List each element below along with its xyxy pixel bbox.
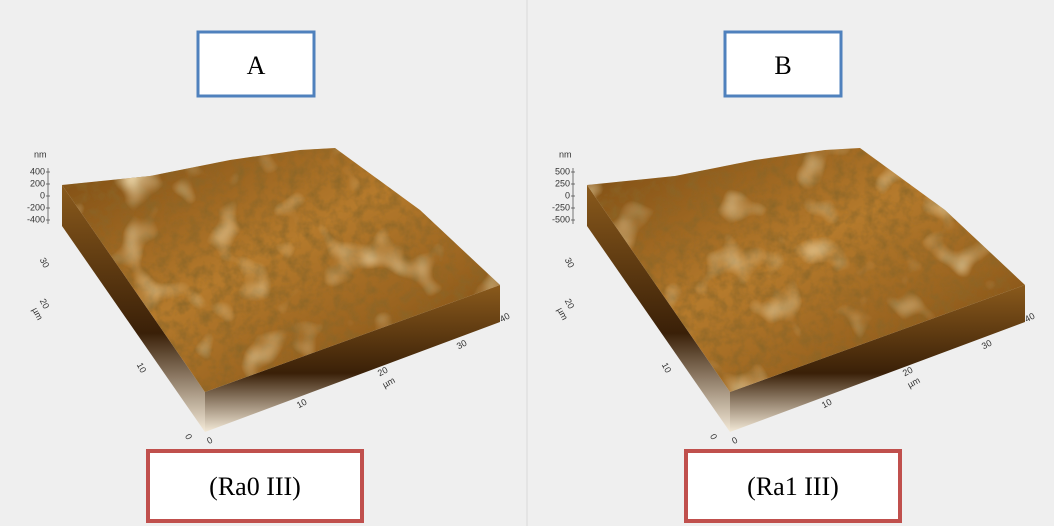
z-tick-label: -250 <box>552 202 570 212</box>
z-unit: nm <box>34 149 47 159</box>
z-tick-label: 0 <box>565 190 570 200</box>
z-tick-label: 250 <box>555 178 570 188</box>
caption: (Ra1 III) <box>747 472 839 501</box>
figure: nm4002000-200-4003020µm10001020µm3040A(R… <box>0 0 1054 526</box>
panel-label: A <box>247 51 266 80</box>
z-tick-label: 0 <box>40 190 45 200</box>
caption: (Ra0 III) <box>209 472 301 501</box>
z-tick-label: -400 <box>27 214 45 224</box>
z-unit: nm <box>559 149 572 159</box>
z-tick-label: -200 <box>27 202 45 212</box>
z-tick-label: 200 <box>30 178 45 188</box>
z-tick-label: -500 <box>552 214 570 224</box>
z-tick-label: 500 <box>555 166 570 176</box>
z-tick-label: 400 <box>30 166 45 176</box>
panel-label: B <box>774 51 791 80</box>
